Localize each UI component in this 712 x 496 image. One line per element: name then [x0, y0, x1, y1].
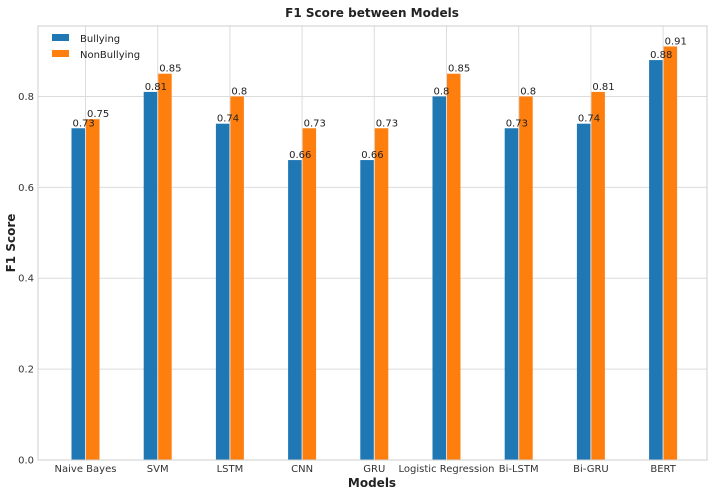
data-labels: 0.730.810.740.66 0.660.80.73 0.740.880.750…	[73, 36, 687, 161]
x-tick-label: CNN	[291, 464, 313, 475]
y-tick-label: 0.8	[18, 92, 34, 103]
data-label-nonbullying: 0.81	[592, 82, 614, 93]
bar-bullying	[576, 123, 591, 460]
bar-bullying	[432, 96, 446, 460]
gridlines	[38, 26, 707, 461]
x-tick-label: GRU	[363, 464, 385, 475]
data-label-bullying: 0.81	[145, 82, 167, 93]
data-label-bullying: 0.73	[506, 118, 528, 129]
legend-swatch-bullying	[52, 34, 69, 41]
legend-label-bullying: Bullying	[80, 34, 120, 45]
data-label-bullying: 0.73	[73, 118, 95, 129]
x-tick-label: LSTM	[217, 464, 244, 475]
data-label-bullying: 0.74	[578, 114, 600, 125]
bars	[71, 46, 678, 461]
data-label-nonbullying: 0.85	[448, 64, 470, 75]
y-tick-label: 0.4	[18, 274, 34, 285]
bar-bullying	[71, 128, 85, 460]
bar-bullying	[360, 160, 374, 461]
y-tick-label: 0.0	[18, 456, 34, 467]
legend-label-nonbullying: NonBullying	[80, 50, 140, 61]
data-label-bullying: 0.74	[217, 114, 239, 125]
x-axis-ticks: Naive Bayes SVM LSTM CNN GRU Logistic Regress…	[55, 464, 677, 475]
data-label-bullying: 0.88	[650, 50, 672, 61]
bar-nonbullying	[230, 96, 244, 460]
bar-nonbullying	[86, 119, 100, 461]
data-label-bullying: 0.8	[434, 86, 450, 97]
bar-bullying	[504, 128, 519, 460]
legend: Bullying NonBullying	[52, 34, 140, 61]
x-tick-label: Bi-LSTM	[499, 464, 539, 475]
data-label-nonbullying: 0.85	[159, 64, 181, 75]
bar-nonbullying	[519, 96, 533, 460]
bar-bullying	[649, 60, 663, 460]
x-tick-label: SVM	[147, 464, 169, 475]
bar-nonbullying	[302, 128, 317, 460]
bar-nonbullying	[447, 73, 461, 460]
y-tick-label: 0.2	[18, 365, 34, 376]
data-label-bullying: 0.66	[361, 150, 383, 161]
plot-frame	[37, 25, 708, 461]
y-axis-ticks: 0.0 0.2 0.4 0.6 0.8	[18, 92, 34, 467]
bar-bullying	[143, 91, 158, 460]
bar-bullying	[215, 123, 230, 460]
x-tick-label: BERT	[650, 464, 676, 475]
y-tick-label: 0.6	[18, 183, 34, 194]
y-axis-label: F1 Score	[4, 214, 18, 273]
bar-nonbullying	[374, 128, 389, 460]
x-axis-label: Models	[348, 476, 396, 490]
data-label-nonbullying: 0.8	[520, 86, 536, 97]
x-tick-label: Bi-GRU	[573, 464, 609, 475]
bar-nonbullying	[663, 46, 678, 461]
data-label-nonbullying: 0.91	[665, 36, 687, 47]
bar-bullying	[288, 160, 302, 461]
data-label-nonbullying: 0.73	[376, 118, 398, 129]
bar-nonbullying	[158, 73, 172, 460]
data-label-nonbullying: 0.8	[231, 86, 247, 97]
x-tick-label: Naive Bayes	[55, 464, 117, 475]
bar-nonbullying	[591, 91, 605, 460]
chart-title: F1 Score between Models	[285, 6, 459, 20]
data-label-nonbullying: 0.73	[304, 118, 326, 129]
data-label-nonbullying: 0.75	[87, 109, 109, 120]
data-label-bullying: 0.66	[289, 150, 311, 161]
x-tick-label: Logistic Regression	[399, 464, 495, 475]
legend-swatch-nonbullying	[52, 50, 69, 57]
